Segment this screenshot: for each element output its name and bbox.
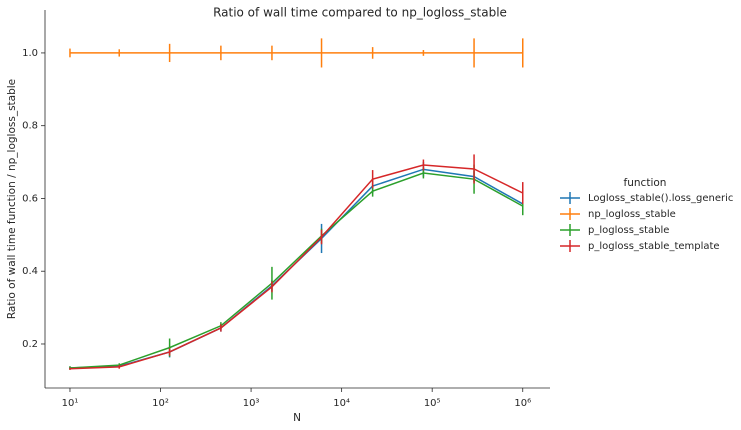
y-tick-label: 1.0 [22,48,38,59]
x-tick-label: 10⁵ [424,398,441,409]
legend-label: p_logloss_stable [588,225,669,236]
y-tick-label: 0.8 [22,121,38,132]
x-tick-label: 10³ [243,398,260,409]
chart-title: Ratio of wall time compared to np_loglos… [213,6,507,20]
y-axis-label: Ratio of wall time function / np_logloss… [6,79,18,319]
legend-label: Logloss_stable().loss_generic [588,193,733,204]
x-tick-label: 10² [152,398,169,409]
series-line [69,172,524,369]
y-tick-label: 0.6 [22,193,38,204]
x-tick-label: 10⁶ [514,398,531,409]
y-tick-label: 0.4 [22,266,38,277]
x-tick-label: 10¹ [62,398,79,409]
x-axis-label: N [293,412,301,424]
y-tick-label: 0.2 [22,339,38,350]
legend-title: function [624,177,667,189]
legend-label: np_logloss_stable [588,209,676,220]
legend-label: p_logloss_stable_template [588,241,720,252]
x-tick-label: 10⁴ [333,398,350,409]
series-line [69,164,524,370]
